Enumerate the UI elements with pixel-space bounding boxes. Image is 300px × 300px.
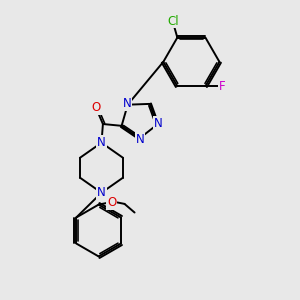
Text: N: N: [97, 186, 106, 199]
Text: N: N: [154, 117, 163, 130]
Text: N: N: [123, 97, 131, 110]
Text: N: N: [136, 133, 144, 146]
Text: O: O: [92, 101, 101, 114]
Text: O: O: [107, 196, 116, 209]
Text: N: N: [97, 136, 106, 149]
Text: Cl: Cl: [167, 14, 179, 28]
Text: F: F: [219, 80, 225, 93]
